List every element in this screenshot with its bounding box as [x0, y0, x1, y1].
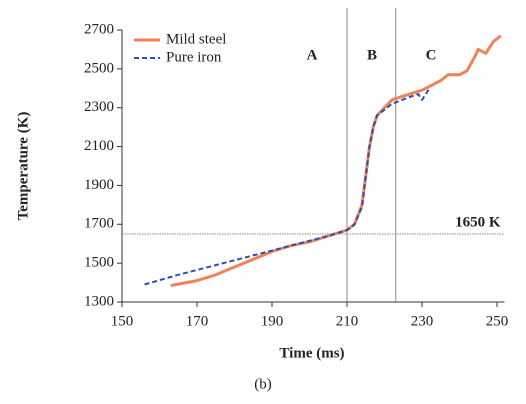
legend-label: Mild steel	[166, 31, 226, 47]
y-tick-label: 1500	[84, 255, 114, 271]
y-tick-label: 1300	[84, 293, 114, 309]
x-tick-label: 250	[486, 313, 509, 329]
region-label: B	[367, 47, 377, 63]
x-axis-title: Time (ms)	[279, 345, 344, 361]
y-tick-label: 1700	[84, 216, 114, 232]
y-tick-label: 1900	[84, 177, 114, 193]
region-label: C	[426, 47, 437, 63]
y-tick-label: 2300	[84, 99, 114, 115]
reference-label: 1650 K	[455, 214, 501, 230]
y-tick-label: 2100	[84, 138, 114, 154]
legend-label: Pure iron	[166, 49, 222, 65]
series-line	[170, 34, 502, 287]
series-line	[144, 87, 431, 286]
y-tick-label: 2700	[84, 21, 114, 37]
y-axis-title: Temperature (K)	[15, 112, 31, 221]
x-tick-label: 170	[186, 313, 209, 329]
y-tick-label: 2500	[84, 60, 114, 76]
x-tick-label: 190	[261, 313, 284, 329]
x-tick-label: 230	[411, 313, 434, 329]
region-label: A	[307, 47, 318, 63]
x-tick-label: 150	[111, 313, 134, 329]
caption: (b)	[254, 376, 272, 392]
x-tick-label: 210	[336, 313, 359, 329]
